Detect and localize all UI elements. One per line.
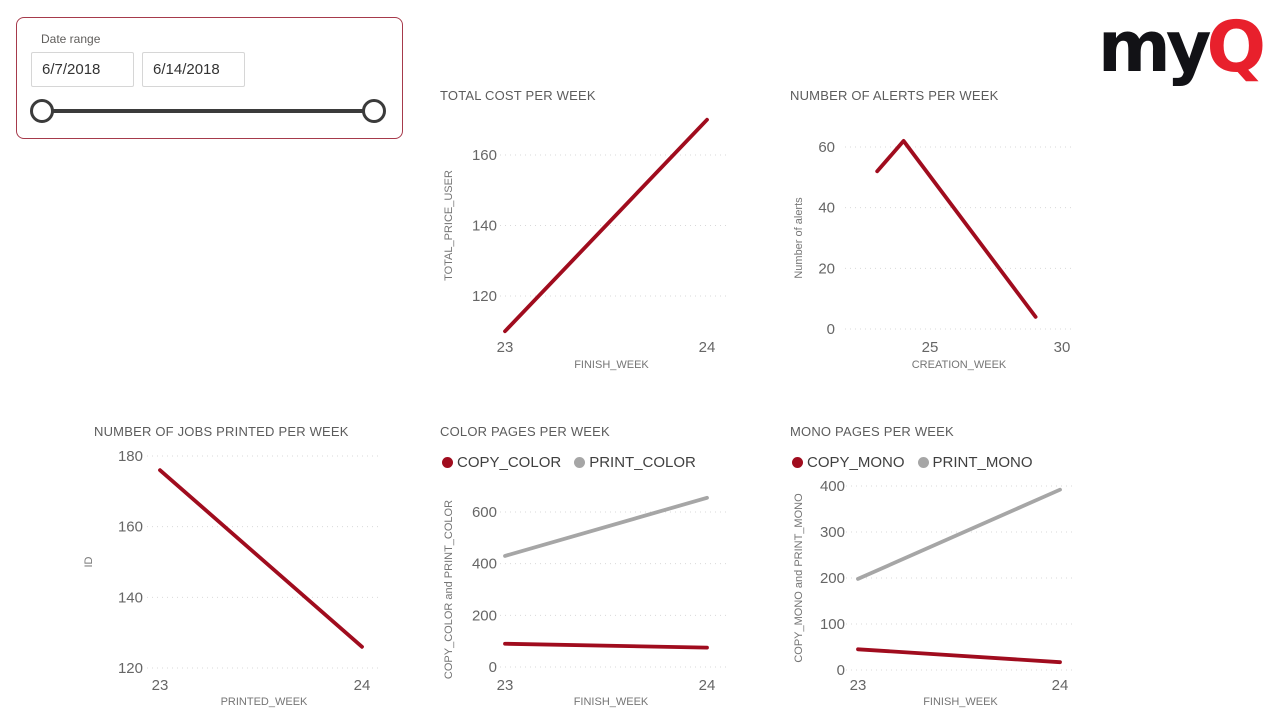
- chart-title: TOTAL COST PER WEEK: [440, 88, 596, 103]
- y-tick-label: 180: [118, 448, 143, 465]
- start-date-input[interactable]: [31, 52, 134, 87]
- legend-label: PRINT_MONO: [932, 454, 1033, 471]
- y-tick-label: 160: [118, 519, 143, 536]
- series-line-print_mono[interactable]: [856, 487, 1062, 581]
- x-tick-label: 24: [354, 677, 371, 694]
- legend-dot-icon: [574, 457, 586, 468]
- myq-logo: myQ: [1098, 12, 1266, 82]
- chart-total-cost-per-week[interactable]: TOTAL COST PER WEEK 120 140 160 23 24 FINISH_…: [440, 80, 740, 380]
- legend-label: COPY_COLOR: [457, 454, 562, 471]
- line-chart: 0 200 400 600 23 24 FINISH_WEEK COPY_COLOR and …: [443, 495, 727, 708]
- x-tick-label: 30: [1054, 339, 1071, 356]
- line-chart: 0 20 40 60 25 30 CREATION_WEEK Number of alerts: [793, 139, 1073, 371]
- slider-track[interactable]: [44, 109, 374, 113]
- y-axis-label: COPY_COLOR and PRINT_COLOR: [443, 500, 455, 679]
- x-axis-label: FINISH_WEEK: [574, 696, 649, 708]
- y-axis-label: ID: [83, 556, 95, 567]
- y-tick-label: 60: [818, 139, 835, 156]
- y-tick-label: 120: [118, 660, 143, 677]
- chart-color-pages-per-week[interactable]: COLOR PAGES PER WEEK COPY_COLOR PRINT_COL…: [440, 416, 740, 716]
- legend-label: COPY_MONO: [807, 454, 905, 471]
- x-axis-label: FINISH_WEEK: [574, 359, 649, 371]
- x-tick-label: 24: [699, 339, 716, 356]
- chart-legend: COPY_MONO PRINT_MONO: [792, 454, 1033, 471]
- date-range-slicer: Date range: [16, 17, 403, 139]
- legend-label: PRINT_COLOR: [589, 454, 696, 471]
- y-axis-label: TOTAL_PRICE_USER: [443, 170, 455, 281]
- date-inputs: [31, 52, 245, 87]
- y-tick-label: 160: [472, 147, 497, 164]
- x-tick-label: 24: [1052, 677, 1069, 694]
- series-line-print_color[interactable]: [503, 495, 709, 558]
- y-tick-label: 100: [820, 616, 845, 633]
- date-range-label: Date range: [41, 32, 101, 46]
- chart-number-of-alerts-per-week[interactable]: NUMBER OF ALERTS PER WEEK 0 20 40 60 25 30 CRE…: [790, 80, 1086, 380]
- y-tick-label: 400: [820, 478, 845, 495]
- slider-handle-end[interactable]: [362, 99, 386, 123]
- legend-dot-icon: [792, 457, 803, 468]
- end-date-input[interactable]: [142, 52, 245, 87]
- series-line-copy_mono[interactable]: [856, 647, 1062, 665]
- date-range-slider[interactable]: [17, 97, 402, 125]
- x-axis-label: FINISH_WEEK: [923, 696, 998, 708]
- y-tick-label: 0: [837, 662, 845, 679]
- y-tick-label: 140: [118, 589, 143, 606]
- y-tick-label: 400: [472, 556, 497, 573]
- logo-text-q: Q: [1206, 6, 1265, 88]
- legend-item-print_color[interactable]: PRINT_COLOR: [574, 454, 696, 471]
- chart-mono-pages-per-week[interactable]: MONO PAGES PER WEEK COPY_MONO PRINT_MONO …: [790, 416, 1086, 716]
- logo-text-my: my: [1097, 6, 1212, 88]
- line-chart: 0 100 200 300 400 23 24 FINISH_WEEK COPY_MONO an…: [793, 478, 1075, 708]
- y-tick-label: 20: [818, 260, 835, 277]
- y-tick-label: 0: [489, 659, 497, 676]
- legend-item-copy_mono[interactable]: COPY_MONO: [792, 454, 905, 471]
- y-tick-label: 40: [818, 200, 835, 217]
- series-line-number of alerts[interactable]: [875, 139, 1038, 319]
- chart-title: NUMBER OF JOBS PRINTED PER WEEK: [94, 424, 349, 439]
- y-tick-label: 140: [472, 218, 497, 235]
- line-chart: 120 140 160 23 24 FINISH_WEEK TOTAL_PRICE_USER: [443, 117, 728, 371]
- series-line-id[interactable]: [158, 468, 364, 649]
- chart-number-of-jobs-printed-per-week[interactable]: NUMBER OF JOBS PRINTED PER WEEK 120 140 16…: [83, 416, 397, 716]
- y-tick-label: 600: [472, 504, 497, 521]
- chart-title: MONO PAGES PER WEEK: [790, 424, 954, 439]
- legend-item-copy_color[interactable]: COPY_COLOR: [442, 454, 561, 471]
- legend-item-print_mono[interactable]: PRINT_MONO: [917, 454, 1033, 471]
- x-axis-label: PRINTED_WEEK: [221, 696, 308, 708]
- chart-title: COLOR PAGES PER WEEK: [440, 424, 610, 439]
- x-axis-label: CREATION_WEEK: [912, 359, 1007, 371]
- x-tick-label: 23: [152, 677, 169, 694]
- y-axis-label: COPY_MONO and PRINT_MONO: [793, 493, 805, 663]
- y-tick-label: 120: [472, 288, 497, 305]
- x-tick-label: 23: [850, 677, 867, 694]
- y-tick-label: 200: [472, 607, 497, 624]
- y-tick-label: 300: [820, 524, 845, 541]
- y-tick-label: 200: [820, 570, 845, 587]
- chart-legend: COPY_COLOR PRINT_COLOR: [442, 454, 696, 471]
- chart-title: NUMBER OF ALERTS PER WEEK: [790, 88, 999, 103]
- line-chart: 120 140 160 180 23 24 PRINTED_WEEK ID: [83, 448, 381, 708]
- slider-handle-start[interactable]: [30, 99, 54, 123]
- y-tick-label: 0: [827, 321, 835, 338]
- x-tick-label: 23: [497, 339, 514, 356]
- legend-dot-icon: [917, 457, 929, 468]
- x-tick-label: 25: [922, 339, 939, 356]
- series-line-total_price_user[interactable]: [503, 117, 709, 334]
- x-tick-label: 23: [497, 677, 514, 694]
- y-axis-label: Number of alerts: [793, 197, 805, 279]
- legend-dot-icon: [442, 457, 453, 468]
- x-tick-label: 24: [699, 677, 716, 694]
- series-line-copy_color[interactable]: [503, 641, 709, 650]
